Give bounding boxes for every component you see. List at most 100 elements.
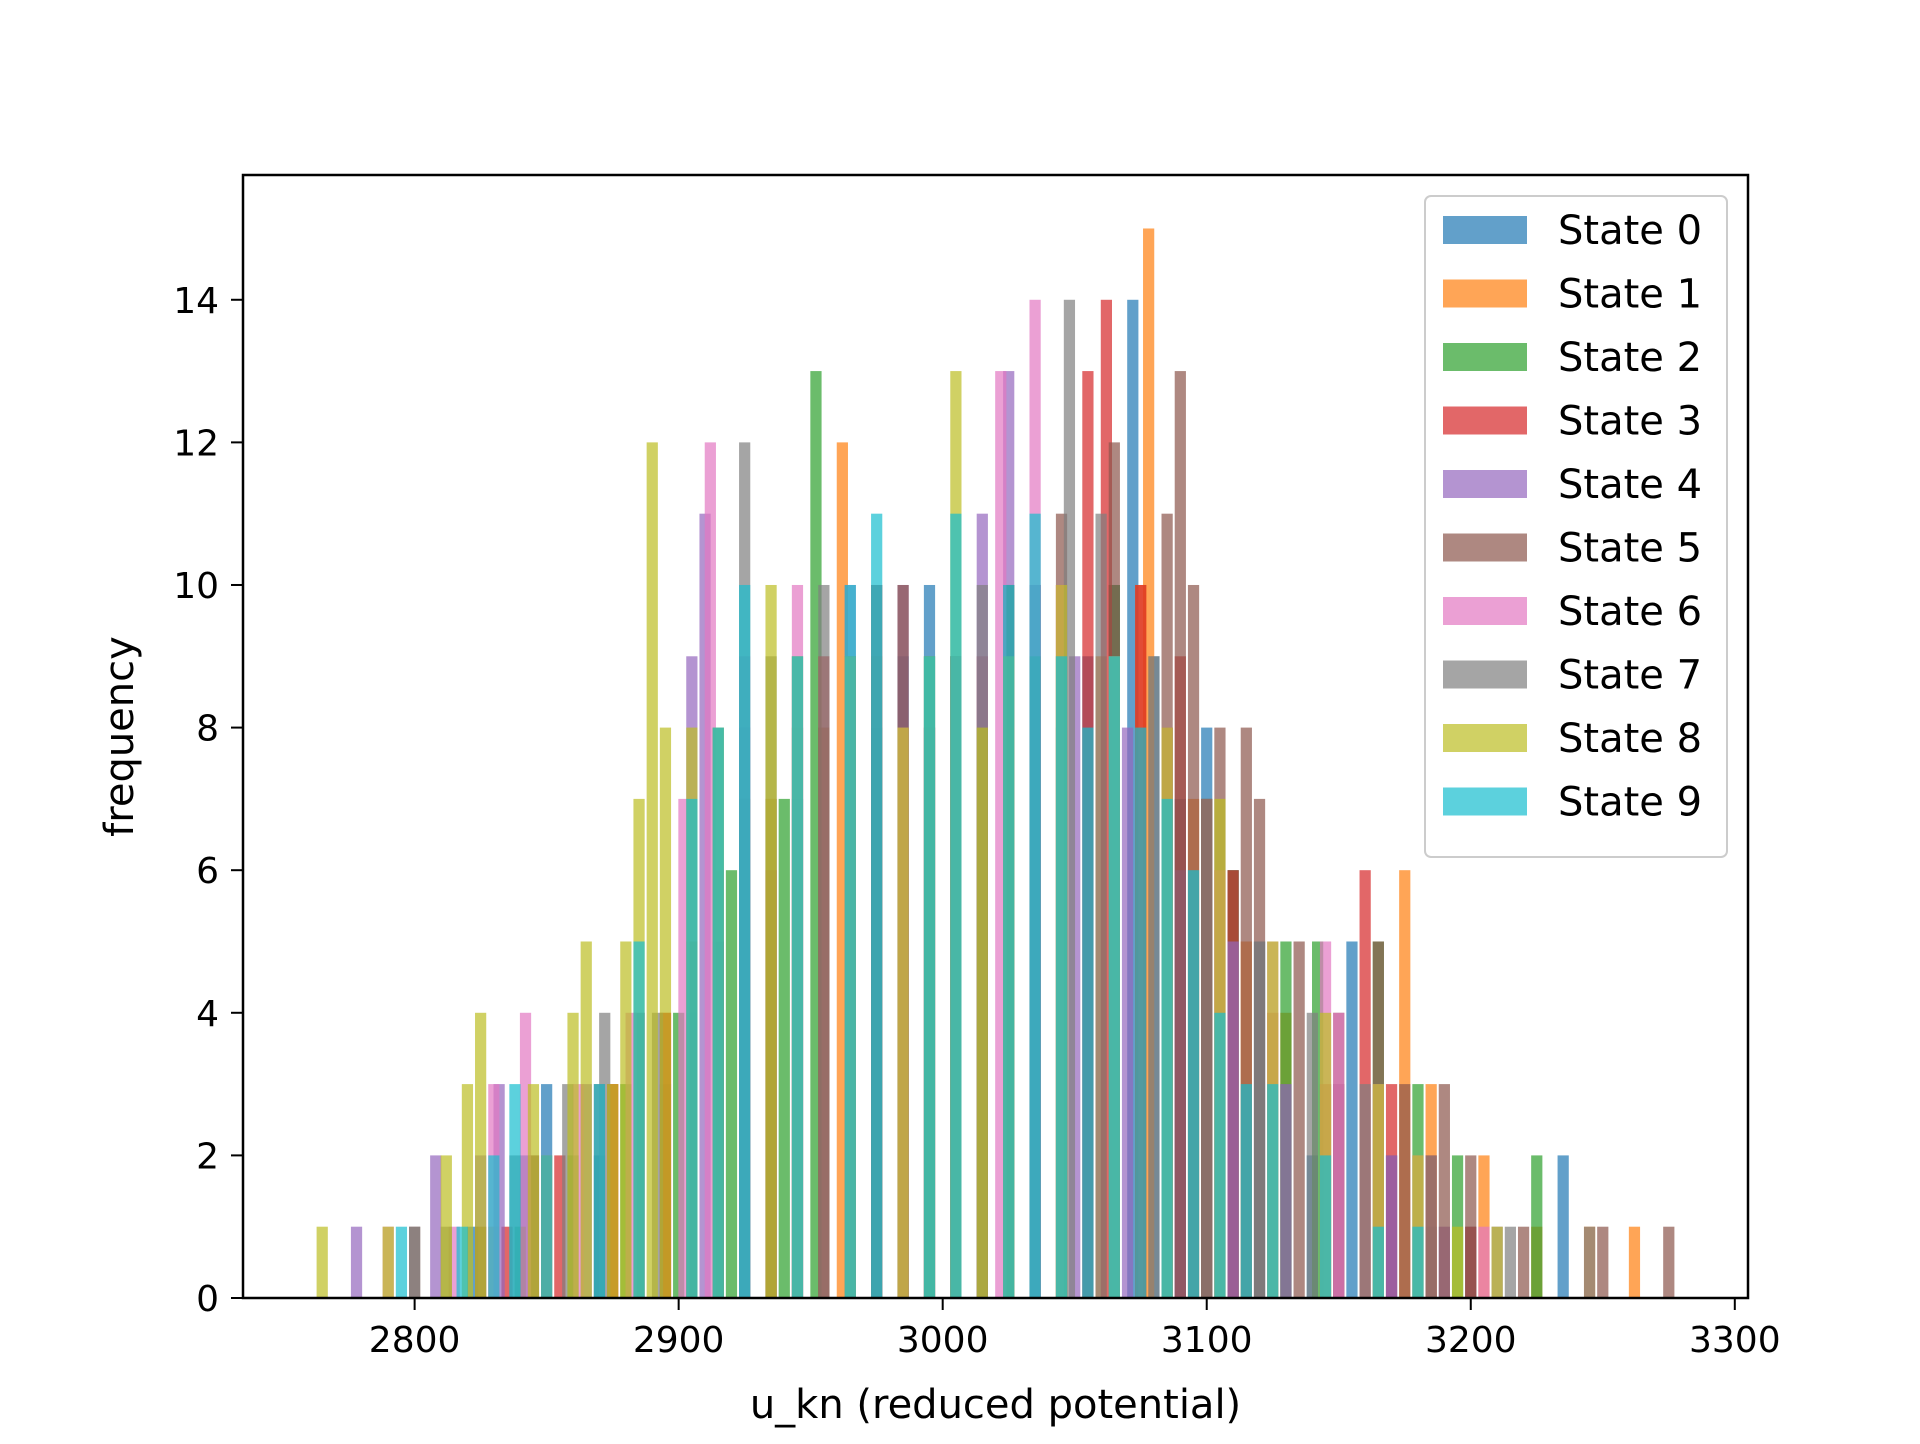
- histogram-bar: [739, 584, 751, 1298]
- histogram-bar: [646, 442, 658, 1298]
- x-tick-label: 2900: [633, 1320, 725, 1361]
- legend: State 0 State 1 State 2 State 3 State 4 State…: [1424, 195, 1728, 858]
- histogram-bar: [409, 1226, 421, 1298]
- histogram-bar: [1240, 727, 1252, 1298]
- histogram-bar: [488, 1155, 500, 1298]
- y-axis: 0 2 4 6 8 10 12 14: [173, 281, 243, 1320]
- histogram-bar: [1201, 798, 1213, 1298]
- y-tick-label: 6: [196, 851, 219, 892]
- histogram-bar: [923, 656, 936, 1298]
- histogram-bar: [593, 1084, 606, 1298]
- y-tick-label: 0: [196, 1279, 219, 1320]
- legend-swatch: [1443, 406, 1527, 435]
- histogram-bar: [976, 727, 988, 1298]
- histogram-bar: [659, 727, 672, 1298]
- histogram-bar: [1267, 1084, 1279, 1298]
- legend-label: State 3: [1558, 399, 1702, 445]
- histogram-bar: [1121, 727, 1134, 1298]
- histogram-bar: [475, 1012, 487, 1298]
- histogram-bar: [1319, 1155, 1332, 1298]
- histogram-bar: [1438, 1084, 1450, 1298]
- legend-label: State 5: [1558, 526, 1702, 572]
- histogram-bar: [1451, 1226, 1464, 1298]
- histogram-bar: [1095, 513, 1107, 1298]
- histogram-bar: [1161, 798, 1173, 1298]
- histogram-bar: [1187, 870, 1200, 1298]
- histogram-bar: [527, 1084, 540, 1298]
- x-tick-label: 3300: [1689, 1320, 1781, 1361]
- histogram-bar: [1174, 371, 1186, 1299]
- histogram-bar: [350, 1226, 363, 1298]
- histogram-bar: [1557, 1155, 1569, 1298]
- histogram-bar: [519, 1012, 532, 1298]
- histogram-bar: [818, 584, 830, 1298]
- histogram-bar: [1214, 1012, 1226, 1298]
- x-tick-label: 2800: [369, 1320, 461, 1361]
- histogram-bar: [725, 870, 738, 1298]
- histogram-bar: [1372, 1226, 1384, 1298]
- legend-label: State 0: [1558, 208, 1702, 254]
- legend-label: State 6: [1558, 589, 1702, 635]
- x-tick-label: 3200: [1425, 1320, 1517, 1361]
- y-tick-label: 12: [173, 423, 219, 464]
- histogram-bar: [871, 513, 883, 1298]
- y-tick-label: 4: [196, 994, 219, 1035]
- histogram-bar: [897, 727, 909, 1298]
- histogram-bar: [1346, 941, 1358, 1298]
- y-tick-label: 14: [173, 281, 219, 322]
- legend-label: State 1: [1558, 272, 1702, 318]
- histogram-bar: [1504, 1226, 1516, 1298]
- histogram-bar: [1663, 1226, 1675, 1298]
- histogram-bar: [456, 1226, 468, 1298]
- histogram-bar: [580, 941, 592, 1298]
- histogram-bar: [712, 727, 724, 1298]
- series-9: [395, 513, 1424, 1298]
- y-tick-label: 2: [196, 1136, 219, 1177]
- histogram-bar: [509, 1084, 521, 1298]
- legend-swatch: [1443, 216, 1527, 244]
- histogram-bar: [395, 1226, 408, 1298]
- histogram-bar: [836, 442, 848, 1298]
- histogram-bar: [950, 513, 962, 1298]
- histogram-bar: [844, 584, 856, 1298]
- histogram-bar: [607, 1084, 619, 1298]
- histogram-bar: [1465, 1155, 1477, 1298]
- histogram-bar: [1135, 727, 1147, 1298]
- histogram-bar: [704, 442, 716, 1298]
- histogram-bar: [1583, 1226, 1596, 1298]
- legend-swatch: [1443, 597, 1527, 625]
- histogram-bar: [1319, 1012, 1332, 1298]
- histogram-bar: [541, 1155, 553, 1298]
- histogram-bar: [1055, 656, 1068, 1298]
- histogram-bar: [1333, 1012, 1345, 1298]
- x-axis: 2800 2900 3000 3100 3200 3300: [369, 1298, 1781, 1361]
- y-axis-title: frequency: [97, 636, 143, 837]
- histogram-bar: [1491, 1226, 1503, 1298]
- histogram-bar: [765, 584, 777, 1298]
- y-tick-label: 8: [196, 709, 219, 750]
- histogram-bar: [1628, 1226, 1641, 1298]
- histogram-bar: [1003, 584, 1015, 1298]
- histogram-bar: [1063, 299, 1076, 1298]
- histogram-bar: [1531, 1155, 1543, 1298]
- histogram-bar: [430, 1155, 442, 1298]
- histogram-bar: [1359, 870, 1371, 1298]
- x-axis-title: u_kn (reduced potential): [750, 1382, 1241, 1428]
- histogram-bar: [995, 371, 1007, 1299]
- histogram-bar: [382, 1226, 394, 1298]
- histogram-bar: [554, 1155, 566, 1298]
- histogram-bar: [1293, 941, 1305, 1298]
- histogram-bar: [810, 371, 822, 1299]
- histogram-bar: [461, 1084, 474, 1298]
- histogram-bar: [1108, 656, 1120, 1298]
- y-tick-label: 10: [173, 566, 219, 607]
- histogram-bar: [1385, 1155, 1398, 1298]
- histogram-bar: [567, 1012, 579, 1298]
- x-tick-label: 3000: [897, 1320, 989, 1361]
- legend-swatch: [1443, 660, 1527, 689]
- histogram-bar: [686, 798, 698, 1298]
- histogram-bar: [501, 1226, 513, 1298]
- histogram-bar: [1412, 1226, 1424, 1298]
